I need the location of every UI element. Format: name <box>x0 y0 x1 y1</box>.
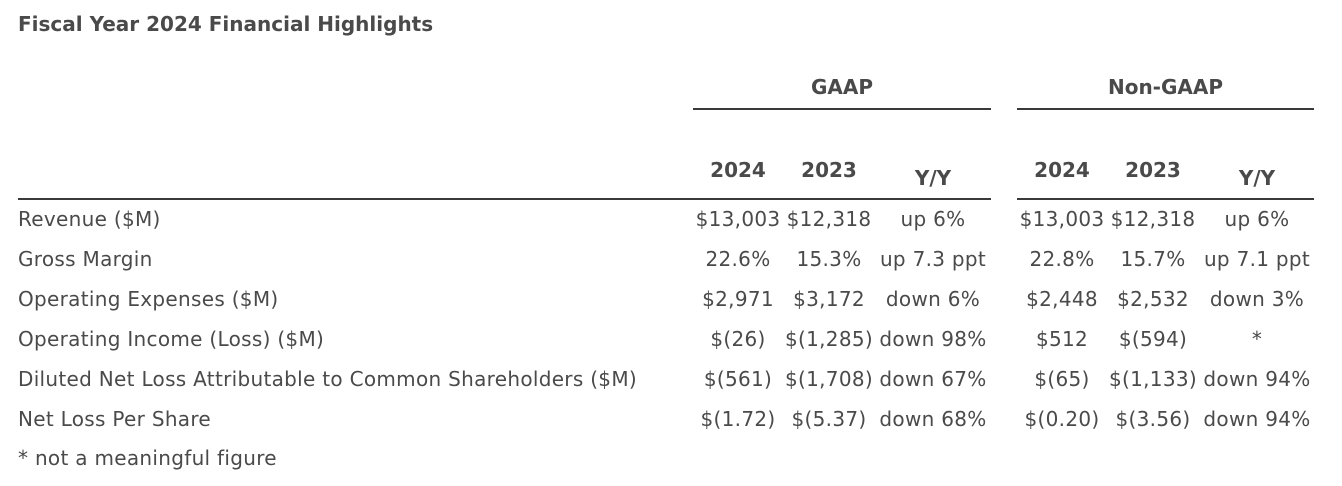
table-cell: 15.3% <box>796 247 862 271</box>
table-cell: down 98% <box>879 327 987 351</box>
row-label: Operating Income (Loss) ($M) <box>18 327 325 351</box>
table-cell: $(594) <box>1118 327 1188 351</box>
column-header-nongaap-2024: 2024 <box>1034 158 1090 182</box>
table-cell: $(1,285) <box>785 327 873 351</box>
column-header-nongaap-yy: Y/Y <box>1238 166 1276 190</box>
row-label: Net Loss Per Share <box>18 407 212 431</box>
column-header-nongaap-2023: 2023 <box>1125 158 1181 182</box>
table-cell: $13,003 <box>695 207 781 231</box>
group-underline-gaap <box>693 108 991 110</box>
table-cell: $(65) <box>1034 367 1090 391</box>
row-label: Operating Expenses ($M) <box>18 287 279 311</box>
header-rule-right <box>1017 198 1314 200</box>
table-cell: $(1.72) <box>700 407 776 431</box>
table-cell: down 6% <box>885 287 981 311</box>
table-cell: 22.8% <box>1029 247 1095 271</box>
table-cell: $(1,708) <box>785 367 873 391</box>
table-cell: $(5.37) <box>791 407 867 431</box>
table-cell: up 7.1 ppt <box>1203 247 1311 271</box>
table-cell: $2,532 <box>1117 287 1189 311</box>
table-cell: $13,003 <box>1019 207 1105 231</box>
group-header-non-gaap: Non-GAAP <box>1107 75 1224 99</box>
footnote: * not a meaningful figure <box>18 446 277 470</box>
table-cell: up 6% <box>900 207 966 231</box>
row-label: Gross Margin <box>18 247 153 271</box>
table-cell: $(561) <box>703 367 773 391</box>
table-cell: $(1,133) <box>1109 367 1197 391</box>
table-cell: $2,971 <box>702 287 774 311</box>
table-cell: $12,318 <box>1110 207 1196 231</box>
row-label: Revenue ($M) <box>18 207 161 231</box>
table-cell: $(26) <box>710 327 766 351</box>
table-cell: up 6% <box>1224 207 1290 231</box>
column-header-gaap-2023: 2023 <box>801 158 857 182</box>
table-cell: 15.7% <box>1120 247 1186 271</box>
table-cell: $(0.20) <box>1024 407 1100 431</box>
table-cell: * <box>1251 327 1263 351</box>
column-header-gaap-2024: 2024 <box>710 158 766 182</box>
table-cell: down 3% <box>1209 287 1305 311</box>
table-cell: 22.6% <box>705 247 771 271</box>
table-cell: $3,172 <box>793 287 865 311</box>
table-cell: down 94% <box>1203 407 1311 431</box>
row-label: Diluted Net Loss Attributable to Common … <box>18 367 637 391</box>
group-underline-non-gaap <box>1017 108 1314 110</box>
table-cell: up 7.3 ppt <box>879 247 987 271</box>
table-cell: down 94% <box>1203 367 1311 391</box>
header-rule-left <box>18 198 991 200</box>
group-header-gaap: GAAP <box>810 75 874 99</box>
table-cell: $(3.56) <box>1115 407 1191 431</box>
page-title: Fiscal Year 2024 Financial Highlights <box>18 12 434 36</box>
table-cell: down 67% <box>879 367 987 391</box>
table-cell: down 68% <box>879 407 987 431</box>
table-cell: $12,318 <box>786 207 872 231</box>
column-header-gaap-yy: Y/Y <box>914 166 952 190</box>
table-cell: $2,448 <box>1026 287 1098 311</box>
table-cell: $512 <box>1035 327 1089 351</box>
